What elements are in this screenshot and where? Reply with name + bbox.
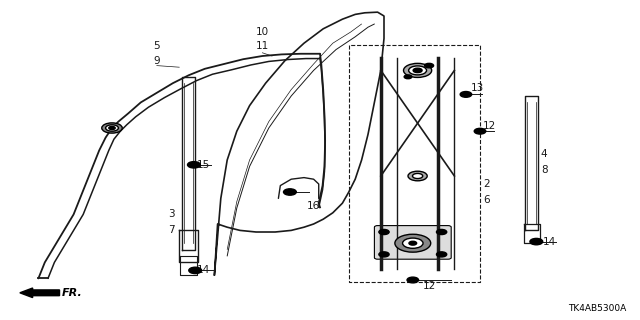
Text: 12: 12 (483, 121, 497, 132)
Circle shape (403, 238, 423, 248)
Text: 9: 9 (154, 56, 160, 66)
Circle shape (404, 75, 412, 79)
Circle shape (102, 123, 122, 133)
Text: 12: 12 (422, 281, 436, 292)
Circle shape (409, 66, 426, 75)
Circle shape (106, 125, 118, 131)
Text: 14: 14 (197, 265, 211, 276)
Circle shape (404, 63, 431, 77)
Circle shape (530, 238, 543, 245)
Circle shape (413, 68, 422, 73)
Text: 11: 11 (256, 41, 269, 52)
Circle shape (460, 92, 472, 97)
Text: 6: 6 (483, 195, 490, 205)
Circle shape (109, 126, 115, 130)
Text: 14: 14 (543, 236, 556, 247)
Circle shape (379, 229, 389, 235)
Circle shape (379, 252, 389, 257)
Text: 8: 8 (541, 164, 547, 175)
FancyArrow shape (20, 288, 60, 298)
Text: 10: 10 (256, 27, 269, 37)
Circle shape (474, 128, 486, 134)
Text: 4: 4 (541, 148, 547, 159)
Text: 13: 13 (470, 83, 484, 93)
Circle shape (412, 173, 423, 179)
Circle shape (189, 267, 202, 274)
Circle shape (408, 171, 428, 181)
Circle shape (436, 229, 447, 235)
Circle shape (407, 277, 419, 283)
Text: TK4AB5300A: TK4AB5300A (568, 304, 626, 313)
Text: 7: 7 (168, 225, 175, 236)
Circle shape (284, 189, 296, 195)
Circle shape (395, 234, 431, 252)
Text: 5: 5 (154, 41, 160, 52)
Circle shape (436, 252, 447, 257)
Circle shape (425, 63, 434, 68)
Text: 3: 3 (168, 209, 175, 220)
Text: 2: 2 (483, 179, 490, 189)
Text: 15: 15 (197, 160, 211, 170)
Text: 16: 16 (307, 201, 321, 212)
Circle shape (409, 241, 417, 245)
Circle shape (188, 162, 200, 168)
FancyBboxPatch shape (374, 226, 451, 259)
Text: FR.: FR. (62, 288, 83, 298)
